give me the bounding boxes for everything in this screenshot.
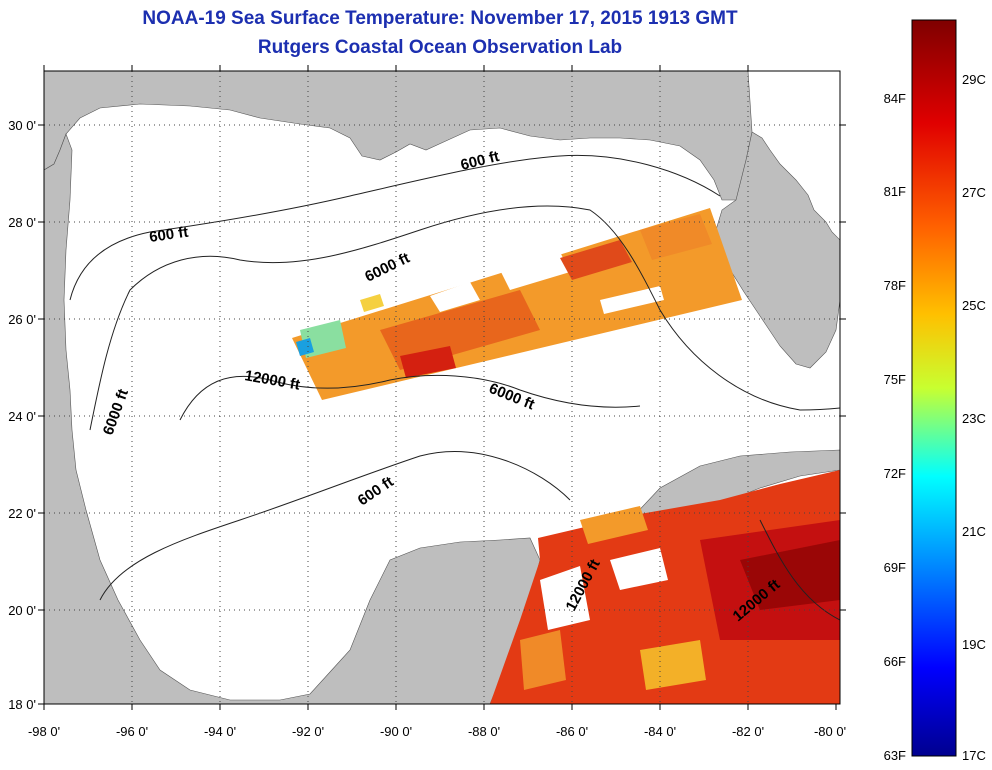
lon-label-86: -86 0' (556, 724, 588, 739)
colorbar-f-69: 69F (884, 560, 906, 575)
map-ticks (38, 65, 846, 710)
colorbar-c-17: 17C (962, 748, 986, 763)
colorbar-f-81: 81F (884, 184, 906, 199)
colorbar-c-27: 27C (962, 185, 986, 200)
lon-label-96: -96 0' (116, 724, 148, 739)
map-title: NOAA-19 Sea Surface Temperature: Novembe… (142, 8, 738, 29)
lat-label-22: 22 0' (8, 506, 36, 521)
land-us-coast (44, 71, 840, 369)
colorbar-f-66: 66F (884, 654, 906, 669)
sst-swath-north (292, 208, 742, 400)
map-frame (43, 70, 841, 705)
lat-label-30: 30 0' (8, 118, 36, 133)
lon-label-92: -92 0' (292, 724, 324, 739)
map-subtitle: Rutgers Coastal Ocean Observation Lab (257, 37, 623, 58)
colorbar-f-84: 84F (884, 91, 906, 106)
colorbar-f-72: 72F (884, 466, 906, 481)
lat-label-28: 28 0' (8, 215, 36, 230)
colorbar-c-25: 25C (962, 298, 986, 313)
lat-label-20: 20 0' (8, 603, 36, 618)
lon-label-82: -82 0' (732, 724, 764, 739)
lon-label-98: -98 0' (28, 724, 60, 739)
colorbar-f-78: 78F (884, 278, 906, 293)
lat-label-18: 18 0' (8, 697, 36, 712)
lon-label-90: -90 0' (380, 724, 412, 739)
lat-label-26: 26 0' (8, 312, 36, 327)
map-grid (44, 71, 840, 704)
lon-label-84: -84 0' (644, 724, 676, 739)
lat-label-24: 24 0' (8, 409, 36, 424)
bathymetry-contours (69, 154, 840, 621)
lon-label-88: -88 0' (468, 724, 500, 739)
contour-label-600-west: 600 ft (148, 224, 189, 246)
colorbar-c-29: 29C (962, 72, 986, 87)
colorbar-c-21: 21C (962, 524, 986, 539)
colorbar (911, 19, 957, 757)
colorbar-f-63: 63F (884, 748, 906, 763)
lon-label-80: -80 0' (814, 724, 846, 739)
colorbar-c-23: 23C (962, 411, 986, 426)
lon-label-94: -94 0' (204, 724, 236, 739)
colorbar-f-75: 75F (884, 372, 906, 387)
colorbar-c-19: 19C (962, 637, 986, 652)
